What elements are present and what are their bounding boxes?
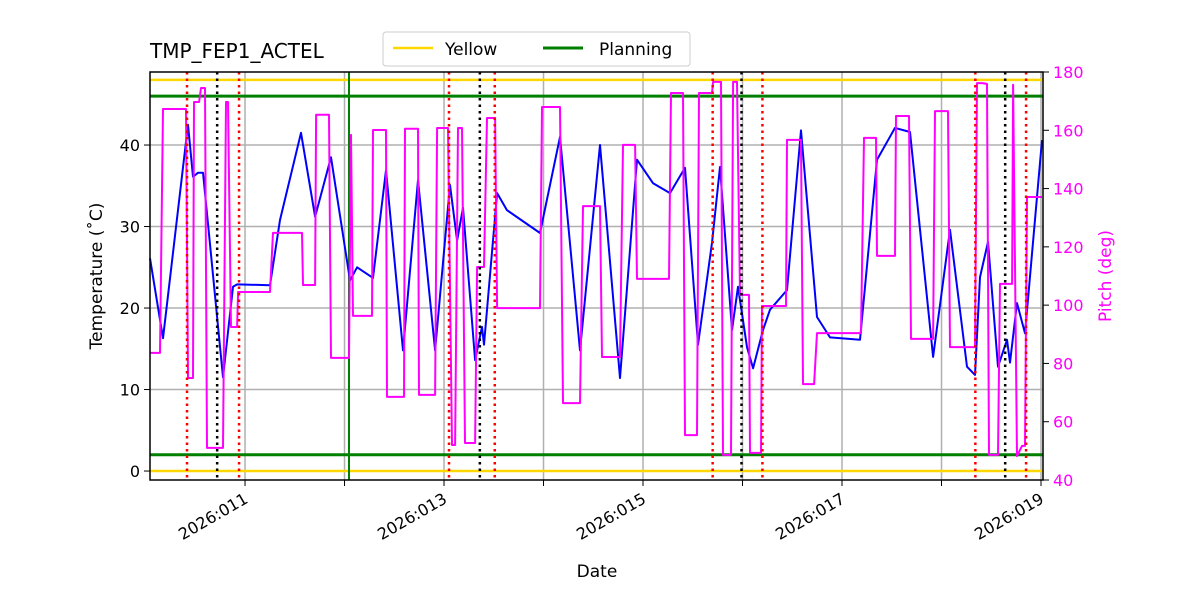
- temperature-line: [149, 123, 1043, 380]
- y-tick-label: 30: [120, 218, 140, 237]
- y-axis-label: Temperature (˚C): [86, 203, 107, 351]
- y2-tick-label: 60: [1053, 413, 1073, 432]
- x-axis-label: Date: [577, 562, 618, 582]
- series-lines: [149, 72, 1043, 480]
- y2-tick-label: 80: [1053, 354, 1073, 373]
- y2-tick-label: 40: [1053, 471, 1073, 490]
- chart-title: TMP_FEP1_ACTEL: [149, 39, 325, 63]
- y-tick-label: 0: [130, 462, 140, 481]
- y2-tick-label: 160: [1053, 121, 1084, 140]
- plot-frame: [149, 71, 1044, 481]
- pitch-line: [150, 80, 1042, 458]
- y-tick-label: 10: [120, 381, 140, 400]
- y2-axis-label: Pitch (deg): [1096, 230, 1116, 322]
- legend-yellow-label: Yellow: [444, 40, 497, 60]
- y2-tick-label: 140: [1053, 180, 1084, 199]
- legend-planning-label: Planning: [599, 40, 672, 60]
- y-tick-label: 20: [120, 299, 140, 318]
- y2-tick-label: 180: [1053, 63, 1084, 82]
- y2-tick-label: 120: [1053, 238, 1084, 257]
- legend: Yellow Planning: [382, 31, 691, 67]
- y2-tick-label: 100: [1053, 296, 1084, 315]
- y-tick-label: 40: [120, 136, 140, 155]
